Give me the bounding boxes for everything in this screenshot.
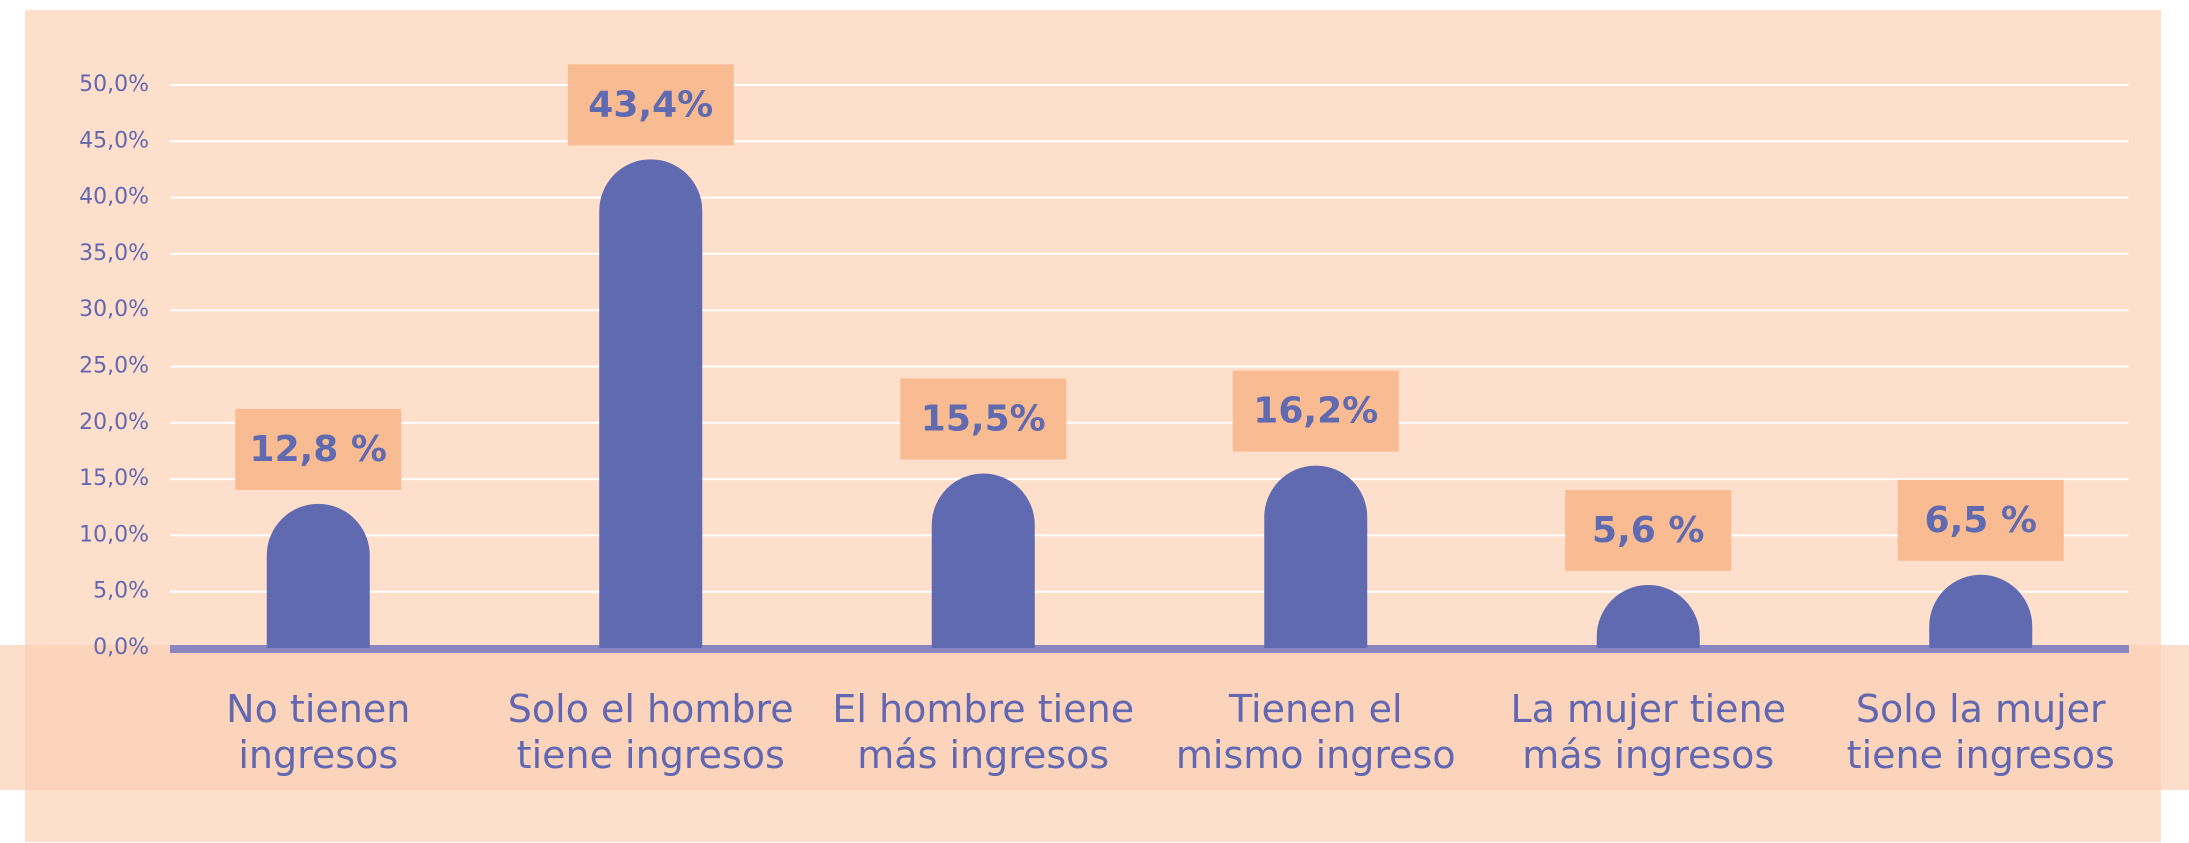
x-tick-label: La mujer tiene más ingresos [1510, 687, 1787, 777]
y-tick-label: 15,0% [79, 466, 149, 491]
value-label: 6,5 % [1925, 500, 2037, 541]
y-tick-label: 35,0% [79, 241, 149, 266]
value-label-box [567, 64, 734, 146]
value-label-box [900, 378, 1067, 460]
x-tick-label: No tienen ingresos [226, 687, 411, 777]
bar [266, 503, 370, 648]
value-label: 15,5% [921, 398, 1046, 439]
y-tick-label: 20,0% [79, 410, 149, 435]
value-label: 12,8 % [250, 429, 387, 470]
bar [1929, 574, 2033, 648]
value-label: 16,2% [1253, 391, 1378, 432]
y-tick-label: 45,0% [79, 128, 149, 153]
label-band [0, 645, 2189, 790]
x-tick-label: Solo el hombre tiene ingresos [507, 687, 794, 777]
bar [1264, 465, 1368, 648]
x-tick-label: Tienen el mismo ingreso [1175, 687, 1456, 777]
value-label-box [235, 408, 402, 490]
bar [599, 159, 703, 649]
value-label: 43,4% [588, 84, 713, 125]
y-tick-label: 0,0% [93, 635, 149, 660]
value-label-box [1565, 489, 1732, 571]
y-tick-label: 50,0% [79, 72, 149, 97]
x-axis-line [170, 645, 2129, 653]
value-label: 5,6 % [1592, 510, 1704, 551]
y-tick-label: 40,0% [79, 185, 149, 210]
value-label-box [1897, 479, 2064, 561]
y-tick-label: 25,0% [79, 354, 149, 379]
y-tick-label: 30,0% [79, 297, 149, 322]
y-tick-label: 10,0% [79, 522, 149, 547]
y-tick-label: 5,0% [93, 579, 149, 604]
bar [931, 473, 1035, 648]
x-tick-label: El hombre tiene más ingresos [832, 687, 1135, 777]
value-label-box [1232, 370, 1399, 452]
bar [1596, 584, 1700, 648]
x-tick-label: Solo la mujer tiene ingresos [1846, 687, 2115, 777]
